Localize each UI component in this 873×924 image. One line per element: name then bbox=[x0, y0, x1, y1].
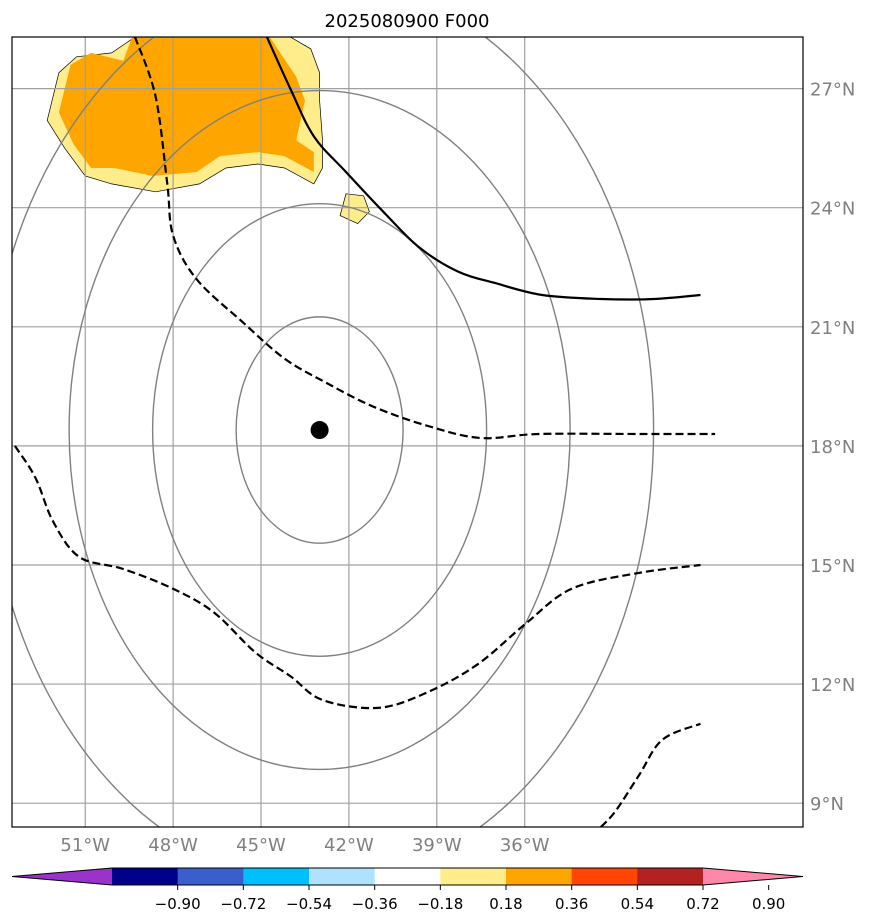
x-tick-label: 42°W bbox=[324, 835, 374, 856]
range-ring bbox=[151, 203, 488, 657]
colorbar: −0.90 −0.72 −0.54 −0.36 −0.18 0.18 0.36 0.54 0.7… bbox=[11, 867, 804, 913]
colorbar-segment bbox=[243, 868, 310, 885]
range-ring bbox=[235, 316, 404, 544]
colorbar-segment bbox=[506, 868, 573, 885]
colorbar-tick-label: 0.18 bbox=[489, 895, 522, 913]
colorbar-tick-label: 0.72 bbox=[686, 895, 719, 913]
colorbar-tick-label: −0.54 bbox=[286, 895, 332, 913]
y-tick-label: 27°N bbox=[810, 80, 855, 101]
x-tick-label: 45°W bbox=[236, 835, 286, 856]
colorbar-tick-label: −0.90 bbox=[155, 895, 201, 913]
chart-title: 2025080900 F000 bbox=[325, 11, 490, 32]
colorbar-segment bbox=[374, 868, 441, 885]
dashed-contour-2 bbox=[133, 37, 716, 440]
map-area bbox=[12, 37, 803, 827]
gridlines bbox=[12, 37, 803, 827]
x-axis-ticks: 51°W 48°W 45°W 42°W 39°W 36°W bbox=[60, 835, 549, 856]
y-tick-label: 24°N bbox=[810, 199, 855, 220]
storm-center-marker bbox=[310, 421, 329, 440]
x-tick-label: 39°W bbox=[412, 835, 462, 856]
colorbar-outline bbox=[11, 867, 804, 886]
y-tick-label: 9°N bbox=[810, 794, 844, 815]
y-tick-label: 21°N bbox=[810, 318, 855, 339]
x-tick-label: 48°W bbox=[148, 835, 198, 856]
y-tick-label: 18°N bbox=[810, 437, 855, 458]
colorbar-segment bbox=[112, 868, 179, 885]
colorbar-tick-label: −0.18 bbox=[417, 895, 463, 913]
range-ring bbox=[12, 37, 655, 827]
contour-lines bbox=[13, 37, 716, 827]
contour-fill-1 bbox=[58, 37, 314, 176]
y-axis-ticks: 9°N 12°N 15°N 18°N 21°N 24°N 27°N bbox=[810, 80, 855, 816]
colorbar-segment bbox=[309, 868, 376, 885]
x-tick-label: 36°W bbox=[500, 835, 550, 856]
dashed-contour-4 bbox=[600, 722, 701, 827]
colorbar-tick-label: 0.36 bbox=[555, 895, 588, 913]
filled-contour-layer bbox=[46, 37, 370, 225]
colorbar-extend-low bbox=[12, 868, 112, 885]
y-tick-label: 12°N bbox=[810, 675, 855, 696]
colorbar-segment bbox=[571, 868, 638, 885]
range-rings bbox=[12, 37, 655, 827]
x-tick-label: 51°W bbox=[60, 835, 110, 856]
colorbar-tick-label: −0.72 bbox=[220, 895, 266, 913]
dashed-contour-3 bbox=[13, 445, 701, 710]
colorbar-segment bbox=[637, 868, 704, 885]
colorbar-segment bbox=[177, 868, 244, 885]
center-marker-layer bbox=[310, 421, 329, 440]
colorbar-tick-label: 0.90 bbox=[752, 895, 785, 913]
colorbar-extend-high bbox=[703, 868, 803, 885]
colorbar-tick-label: 0.54 bbox=[621, 895, 654, 913]
map-frame bbox=[11, 36, 804, 828]
range-ring bbox=[68, 89, 571, 771]
y-tick-label: 15°N bbox=[810, 556, 855, 577]
colorbar-tick-label: −0.36 bbox=[352, 895, 398, 913]
solid-contour-1 bbox=[265, 37, 701, 301]
colorbar-segment bbox=[440, 868, 507, 885]
